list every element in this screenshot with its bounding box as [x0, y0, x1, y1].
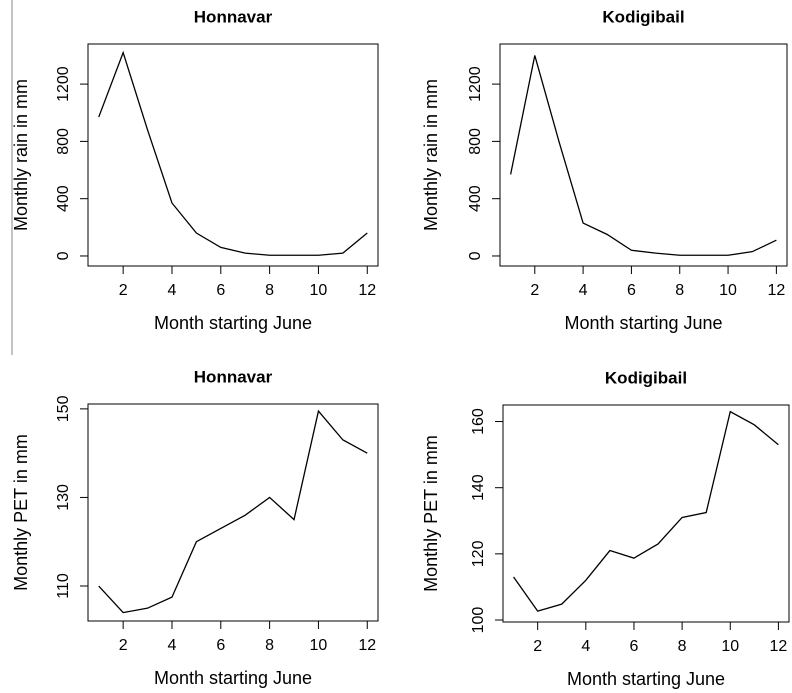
y-tick-label: 140 — [470, 474, 487, 501]
plot-frame — [87, 403, 379, 622]
x-tick-label: 6 — [216, 282, 225, 299]
y-tick-label: 0 — [55, 251, 72, 260]
x-tick-label: 8 — [675, 282, 684, 299]
y-axis-label: Monthly rain in mm — [421, 79, 441, 231]
x-tick-label: 2 — [119, 637, 128, 654]
x-axis-label: Month starting June — [154, 668, 312, 688]
x-tick-label: 10 — [719, 282, 737, 299]
x-tick-label: 12 — [767, 282, 785, 299]
x-tick-label: 4 — [168, 282, 177, 299]
x-tick-label: 4 — [579, 282, 588, 299]
x-tick-label: 10 — [310, 637, 328, 654]
x-tick-label: 2 — [530, 282, 539, 299]
x-axis-label: Month starting June — [154, 313, 312, 333]
x-tick-label: 2 — [533, 638, 542, 655]
x-tick-label: 4 — [581, 638, 590, 655]
data-line — [98, 50, 368, 256]
y-axis-label: Monthly PET in mm — [421, 435, 441, 592]
y-tick-label: 120 — [470, 540, 487, 567]
x-axis-label: Month starting June — [567, 669, 725, 689]
y-tick-label: 150 — [55, 395, 72, 422]
y-axis-label: Monthly PET in mm — [11, 434, 31, 591]
data-line — [509, 55, 777, 256]
x-tick-label: 6 — [630, 638, 639, 655]
y-tick-label: 100 — [470, 607, 487, 634]
chart-title: Honnavar — [194, 367, 273, 386]
x-tick-label: 10 — [310, 282, 328, 299]
x-tick-label: 2 — [119, 282, 128, 299]
x-tick-label: 8 — [678, 638, 687, 655]
plot-frame — [502, 404, 790, 623]
x-tick-label: 12 — [358, 637, 376, 654]
x-tick-label: 12 — [770, 638, 788, 655]
y-tick-label: 130 — [55, 484, 72, 511]
x-tick-label: 8 — [265, 637, 274, 654]
x-tick-label: 10 — [721, 638, 739, 655]
y-tick-label: 400 — [55, 185, 72, 212]
x-tick-label: 6 — [627, 282, 636, 299]
x-tick-label: 4 — [168, 637, 177, 654]
y-tick-label: 400 — [467, 185, 484, 212]
chart-title: Kodigibail — [602, 7, 684, 26]
data-line — [98, 409, 368, 614]
x-tick-label: 12 — [358, 282, 376, 299]
y-tick-label: 110 — [55, 573, 72, 599]
chart-title: Honnavar — [194, 7, 273, 26]
plot-frame — [87, 43, 379, 267]
y-tick-label: 800 — [55, 128, 72, 155]
x-tick-label: 6 — [216, 637, 225, 654]
x-tick-label: 8 — [265, 282, 274, 299]
y-axis-label: Monthly rain in mm — [11, 79, 31, 231]
y-tick-label: 800 — [467, 128, 484, 155]
x-axis-label: Month starting June — [564, 313, 722, 333]
chart-title: Kodigibail — [605, 368, 687, 387]
data-line — [513, 410, 779, 612]
y-tick-label: 160 — [470, 408, 487, 435]
y-tick-label: 0 — [467, 251, 484, 260]
y-tick-label: 1200 — [467, 66, 484, 102]
y-tick-label: 1200 — [55, 66, 72, 102]
plot-frame — [499, 43, 788, 267]
